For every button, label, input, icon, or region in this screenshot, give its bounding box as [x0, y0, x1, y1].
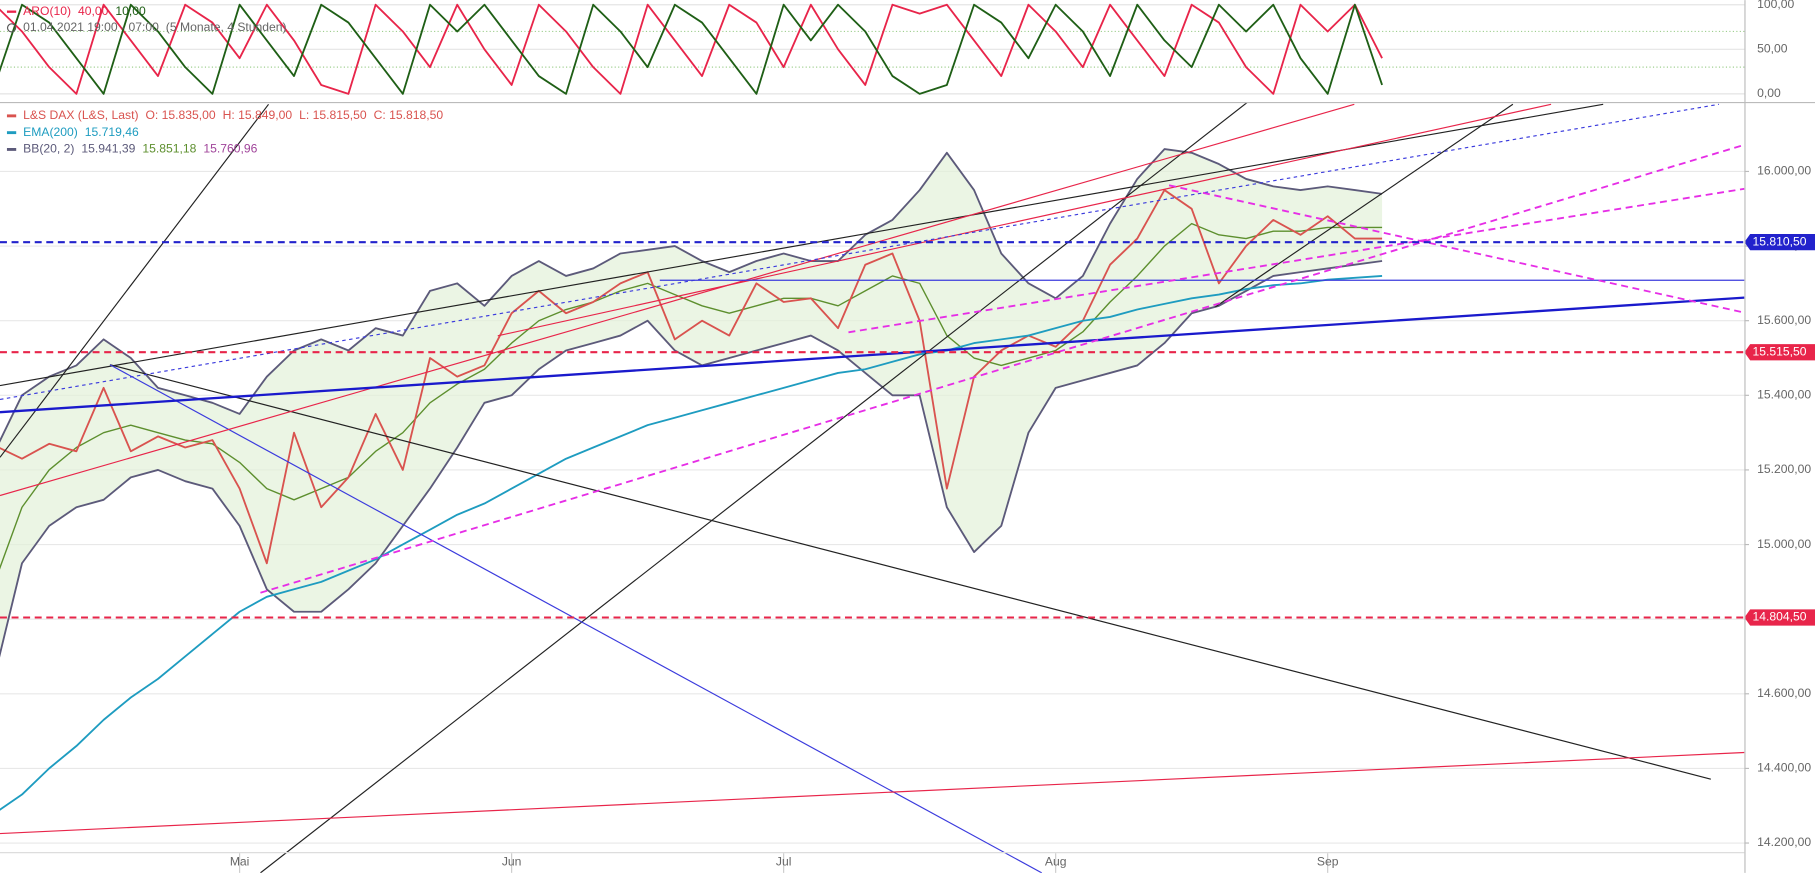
legend-text: O: 15.835,00 — [145, 108, 215, 122]
level-label: 15.515,50 — [1752, 344, 1806, 358]
y-tick-label: 14.200,00 — [1757, 835, 1811, 849]
trend-line — [260, 103, 1248, 873]
trend-line — [0, 103, 270, 458]
trend-line — [260, 143, 1745, 594]
clock-icon — [6, 23, 17, 33]
legend-text: H: 15.849,00 — [223, 108, 293, 122]
price-panel — [0, 148, 1383, 811]
series-line — [0, 275, 1383, 811]
oscillator-panel — [0, 3, 1383, 95]
series-line — [0, 189, 1383, 565]
x-tick-label: Sep — [1317, 855, 1339, 869]
band-upper — [0, 148, 1383, 443]
y-tick-label: 14.400,00 — [1757, 761, 1811, 775]
trend-line — [0, 296, 1745, 414]
x-tick-label: Jun — [502, 855, 522, 869]
legend-text: 40,00 — [78, 4, 109, 18]
legend-text: 10,00 — [115, 4, 146, 18]
band-lower — [0, 260, 1383, 658]
level-label-box — [1744, 609, 1815, 626]
y-tick-label: 0,00 — [1757, 86, 1781, 100]
trend-line — [848, 187, 1745, 334]
y-tick-label: 15.200,00 — [1757, 462, 1811, 476]
trend-line — [0, 103, 1355, 497]
level-label: 15.810,50 — [1752, 234, 1806, 248]
y-tick-label: 15.600,00 — [1757, 313, 1811, 327]
x-tick-label: Jul — [776, 855, 792, 869]
trend-line — [0, 751, 1745, 835]
x-tick-label: Aug — [1045, 855, 1067, 869]
level-label: 14.804,50 — [1752, 610, 1806, 624]
legend-text: C: 15.818,50 — [374, 108, 444, 122]
y-tick-label: 50,00 — [1757, 42, 1788, 56]
trend-line — [497, 103, 1552, 337]
trend-line — [109, 364, 1043, 873]
legend-text: 15.851,18 — [142, 142, 196, 156]
legend-text: 15.719,46 — [85, 125, 139, 139]
legend-text: EMA(200) — [23, 125, 78, 139]
indicator-name: ARO(10) — [23, 4, 71, 18]
legend-text: (5 Monate, 4 Stunden) — [166, 20, 287, 34]
trend-line — [1215, 103, 1514, 308]
legend-text: BB(20, 2) — [23, 142, 74, 156]
trend-line — [0, 103, 1720, 401]
y-tick-label: 16.000,00 — [1757, 164, 1811, 178]
series-line — [0, 3, 1383, 95]
trend-line — [1168, 184, 1745, 314]
oscillator-grid — [0, 4, 1745, 95]
band-middle — [0, 222, 1383, 570]
x-tick-label: Mai — [230, 855, 250, 869]
y-tick-label: 14.600,00 — [1757, 686, 1811, 700]
y-tick-label: 15.000,00 — [1757, 537, 1811, 551]
legend-text: L&S DAX (L&S, Last) — [23, 108, 138, 122]
y-tick-label: 15.400,00 — [1757, 388, 1811, 402]
band-fill — [0, 149, 1383, 654]
trend-line — [109, 364, 1711, 780]
oscillator-legend: ARO(10) 01.04.2021 19:00 - 07:00 — [6, 4, 159, 34]
trend-lines — [0, 103, 1745, 873]
series-line — [0, 3, 1383, 95]
y-tick-label: 100,00 — [1757, 0, 1794, 11]
level-label-box — [1744, 344, 1815, 361]
period: 01.04.2021 19:00 - 07:00 — [23, 20, 159, 34]
legend-text: 15.760,96 — [203, 142, 257, 156]
legend-text: L: 15.815,50 — [299, 108, 367, 122]
legend-text: 15.941,39 — [81, 142, 135, 156]
level-label-box — [1744, 234, 1815, 251]
